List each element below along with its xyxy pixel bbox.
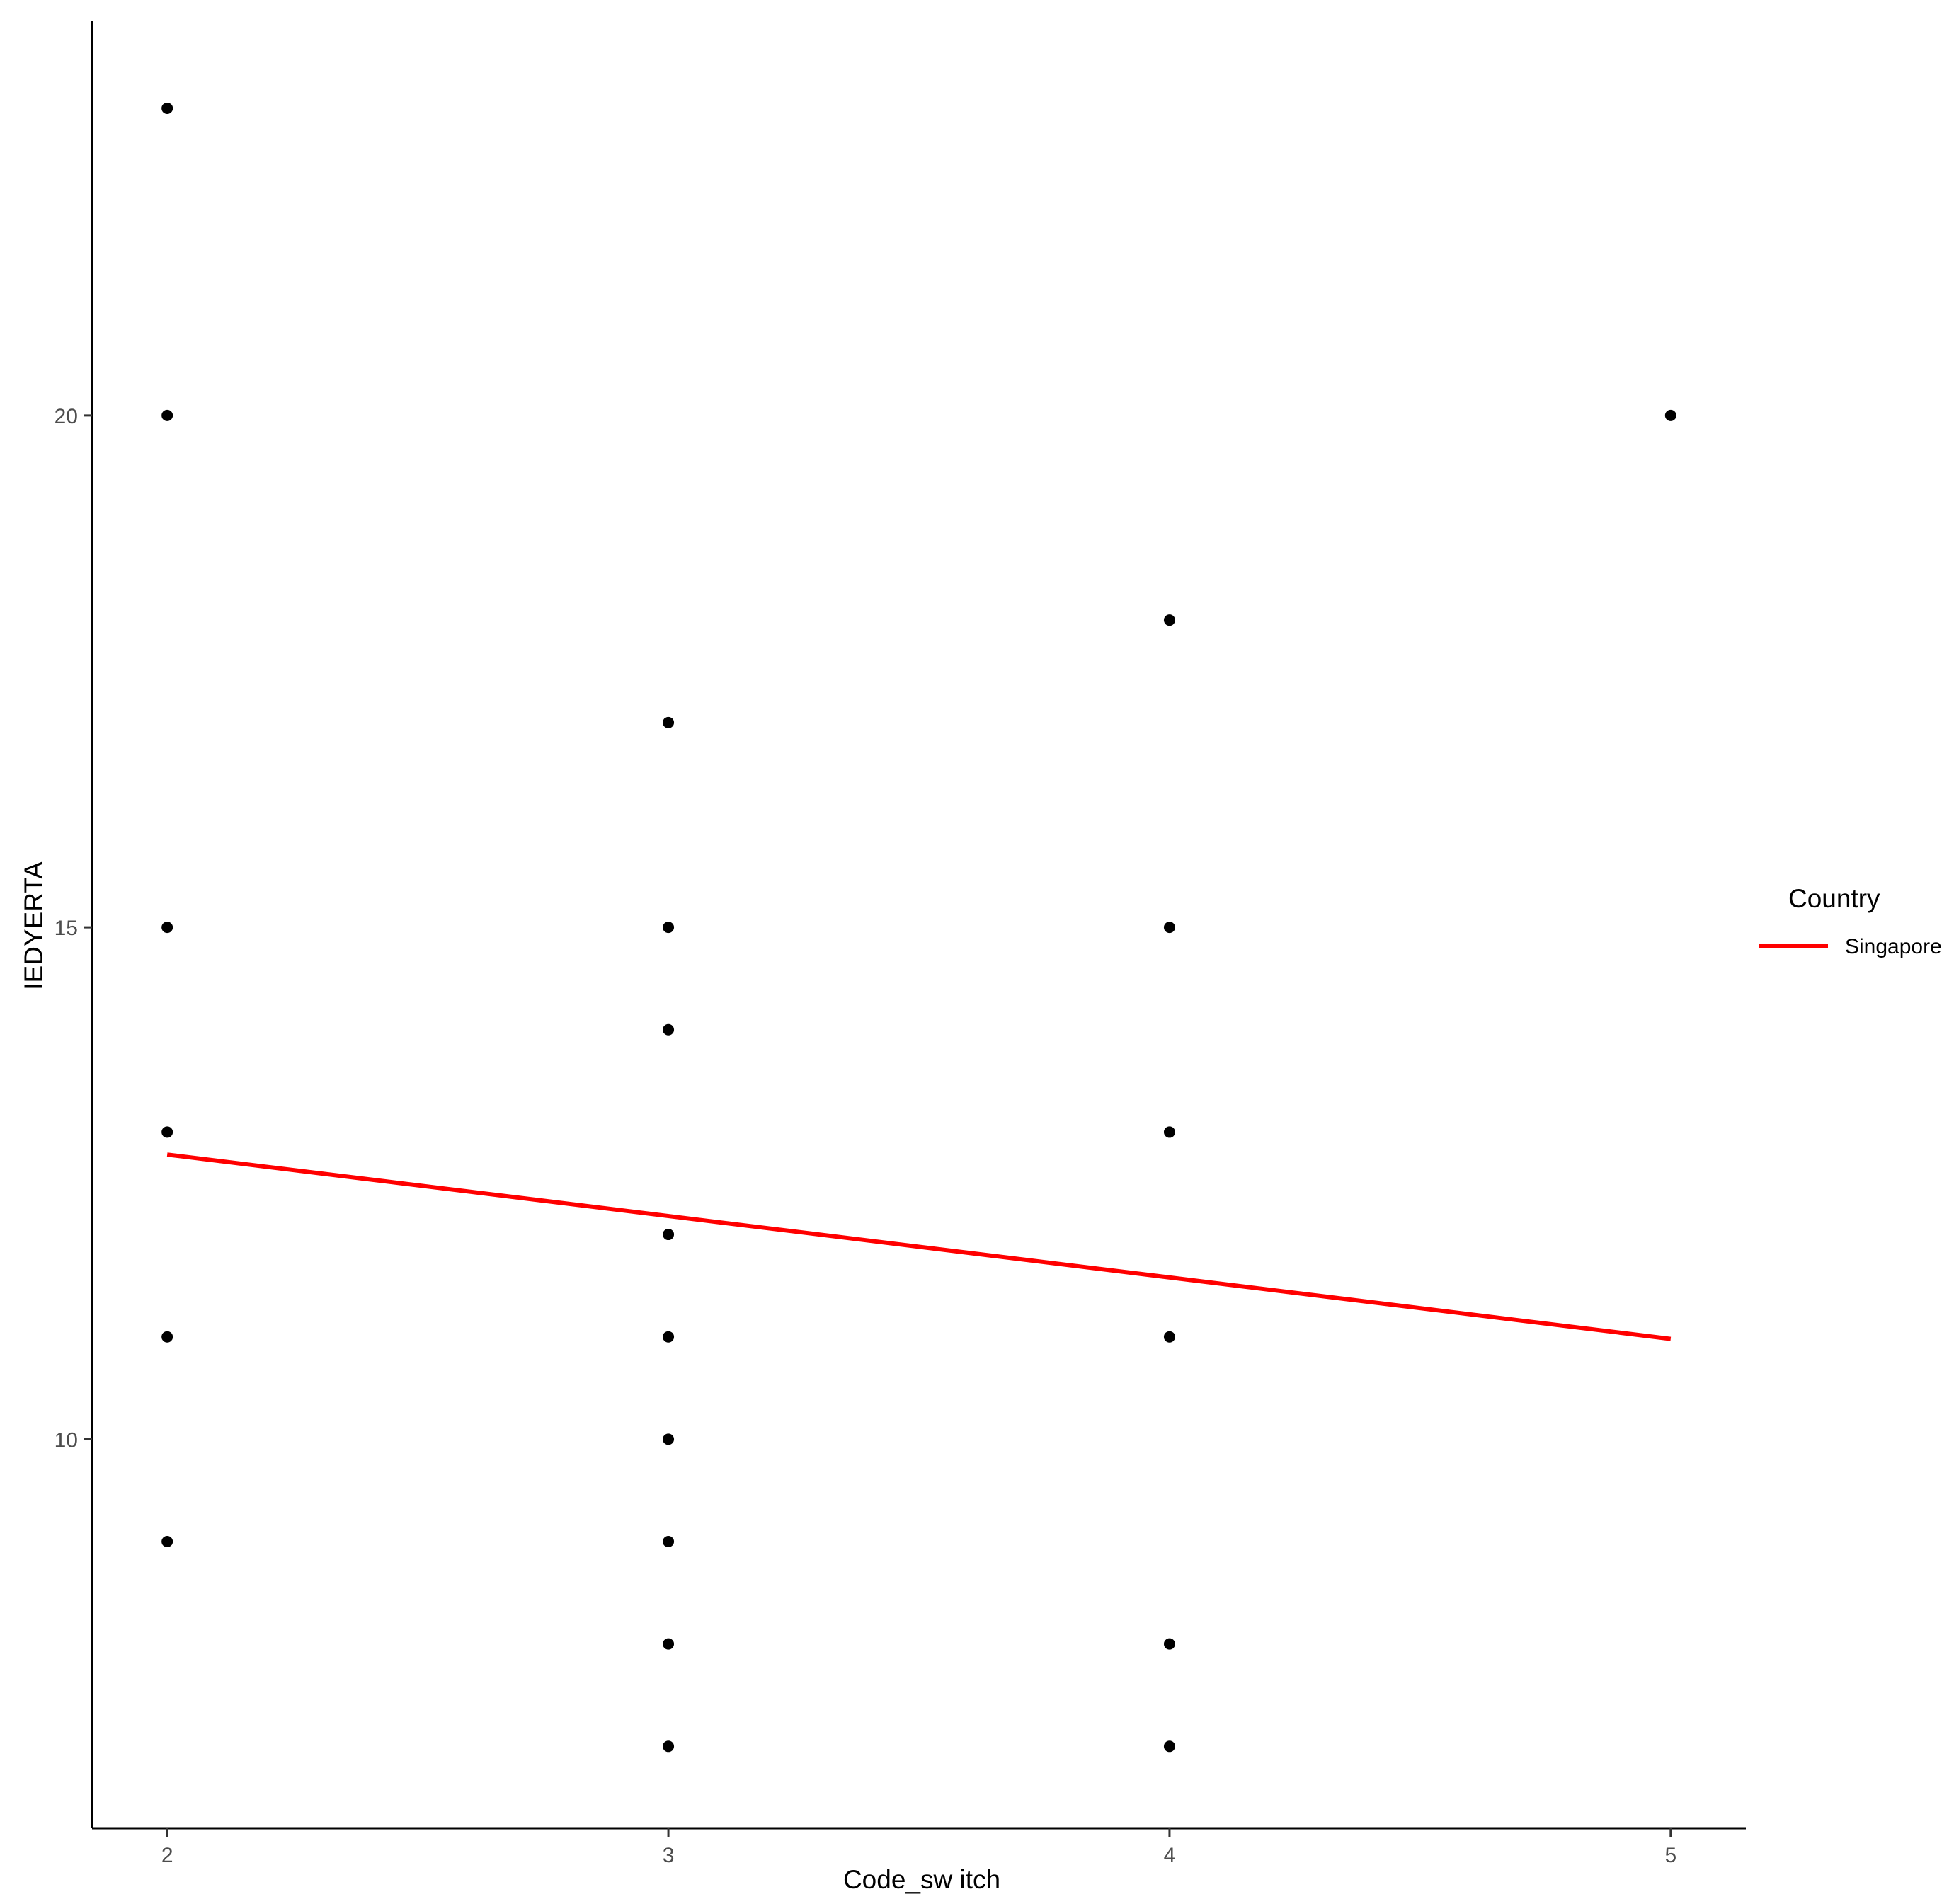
- data-point: [663, 922, 675, 934]
- data-point: [663, 1433, 675, 1445]
- legend: Country Singapore: [1759, 884, 1942, 958]
- data-point: [1163, 614, 1175, 626]
- data-point: [663, 1740, 675, 1753]
- data-point: [1664, 409, 1676, 421]
- y-tick-label: 10: [55, 1428, 78, 1452]
- data-point: [161, 1126, 173, 1138]
- x-tick-label: 2: [161, 1844, 173, 1867]
- data-point: [1163, 1740, 1175, 1753]
- data-point: [161, 102, 173, 114]
- x-tick-label: 3: [663, 1844, 675, 1867]
- data-point: [663, 1229, 675, 1241]
- y-ticks: 10 15 20: [55, 405, 92, 1452]
- y-tick-label: 15: [55, 917, 78, 940]
- x-axis-title: Code_sw itch: [843, 1865, 1000, 1894]
- data-point: [161, 1331, 173, 1343]
- data-point: [663, 1638, 675, 1650]
- trend-line-singapore: [166, 1152, 1672, 1341]
- data-point: [161, 1535, 173, 1547]
- legend-title: Country: [1788, 884, 1880, 913]
- data-point: [161, 922, 173, 934]
- axes: [91, 21, 1746, 1830]
- data-point: [663, 1535, 675, 1547]
- data-point: [1163, 1638, 1175, 1650]
- y-tick-label: 20: [55, 405, 78, 428]
- data-point: [1163, 1126, 1175, 1138]
- data-point: [161, 409, 173, 421]
- trend-lines: [166, 1152, 1672, 1341]
- x-tick-label: 4: [1164, 1844, 1176, 1867]
- data-point: [663, 1331, 675, 1343]
- x-tick-label: 5: [1664, 1844, 1676, 1867]
- x-ticks: 2 3 4 5: [161, 1828, 1676, 1867]
- data-point: [663, 1023, 675, 1036]
- legend-label-singapore: Singapore: [1845, 935, 1942, 958]
- data-points: [161, 102, 1676, 1753]
- y-axis-title: IEDYERTA: [19, 861, 48, 990]
- data-point: [663, 716, 675, 728]
- data-point: [1163, 922, 1175, 934]
- data-point: [1163, 1331, 1175, 1343]
